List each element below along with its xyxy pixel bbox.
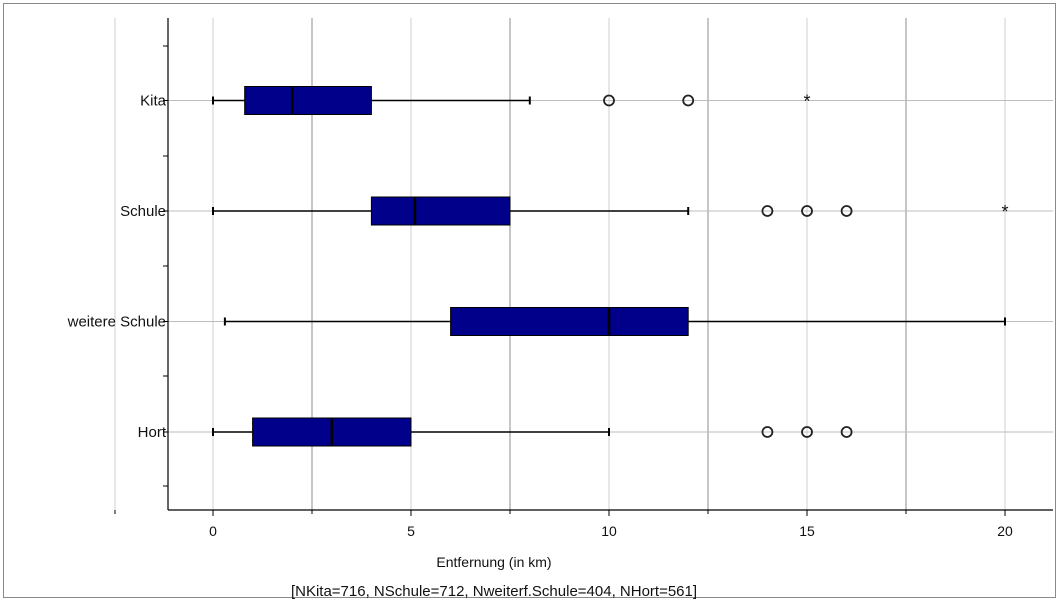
outlier-point [603, 94, 615, 107]
outlier-point [761, 426, 774, 438]
outlier-point [761, 205, 774, 217]
outlier-point [840, 205, 853, 217]
category-label: Kita [140, 93, 167, 110]
x-tick-label: 15 [799, 523, 815, 539]
extreme-point: * [803, 92, 810, 112]
outlier-point [801, 426, 813, 438]
label-layer: 0510152025303540KitaSchuleweitere Schule… [67, 93, 1013, 540]
axis-layer [114, 18, 1053, 516]
box-iqr [244, 86, 372, 115]
category-label: Schule [120, 203, 166, 220]
box-iqr [450, 307, 689, 336]
box-layer: **** [212, 86, 1009, 447]
box-iqr [370, 196, 511, 226]
extreme-point: * [1001, 202, 1008, 222]
outlier-point [840, 426, 853, 438]
x-tick-label: 10 [601, 523, 617, 539]
boxplot-chart: **** 0510152025303540KitaSchuleweitere S… [67, 18, 1053, 599]
sample-size-footnote: [NKita=716, NSchule=712, Nweiterf.Schule… [291, 583, 697, 599]
category-label: Hort [138, 424, 167, 441]
boxplot-weitere-schule: * [223, 307, 1006, 336]
x-tick-label: 5 [407, 523, 415, 539]
category-label: weitere Schule [67, 314, 166, 331]
outlier-point [682, 94, 695, 107]
x-tick-label: 0 [209, 523, 217, 539]
x-tick-label: 20 [997, 523, 1013, 539]
x-axis-title: Entfernung (in km) [436, 554, 551, 570]
boxplot-hort [212, 417, 853, 447]
boxplot-kita: * [212, 86, 811, 115]
boxplot-schule: ** [212, 196, 1009, 226]
chart-frame: **** 0510152025303540KitaSchuleweitere S… [3, 3, 1056, 599]
outlier-point [801, 205, 813, 217]
